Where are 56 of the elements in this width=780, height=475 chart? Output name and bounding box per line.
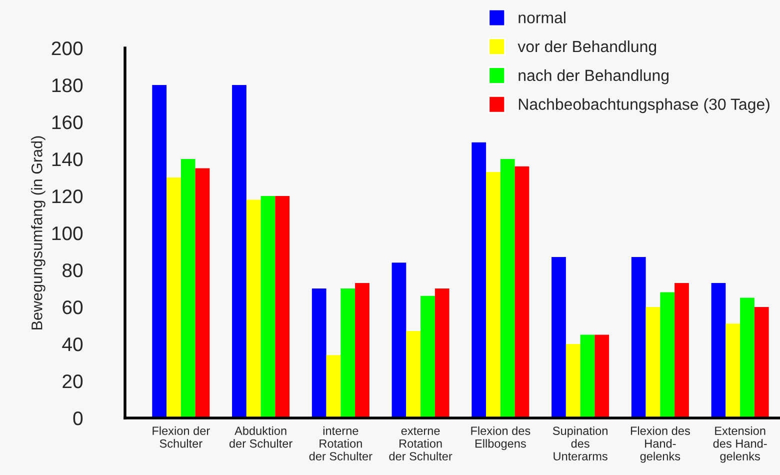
bar: [355, 282, 370, 418]
legend-label: vor der Behandlung: [518, 40, 656, 56]
bar: [514, 166, 530, 418]
bar: [232, 85, 246, 418]
bar: [472, 142, 486, 418]
legend-label: normal: [518, 12, 566, 24]
x-tick-label: Supination des Unterarms: [552, 426, 608, 460]
x-tick-label: externe Rotation der Schulter: [389, 427, 452, 460]
bar: [326, 355, 341, 418]
bar: [392, 262, 406, 418]
y-tick-label: 120: [52, 189, 83, 204]
bar: [740, 298, 754, 418]
bar: [486, 172, 500, 418]
bar: [754, 307, 769, 418]
y-tick-label: 100: [52, 226, 83, 240]
x-tick-label: Flexion der Schulter: [152, 426, 210, 448]
x-tick-label: Flexion des Hand- gelenks: [630, 426, 690, 463]
bar: [152, 85, 167, 418]
x-tick-label: Flexion des Ellbogens: [471, 426, 530, 450]
bar: [580, 334, 595, 418]
bar: [631, 257, 646, 418]
bar: [340, 288, 356, 418]
y-tick-label: 80: [62, 263, 83, 278]
y-tick-label: 140: [52, 152, 83, 166]
bar: [566, 344, 580, 418]
x-tick-label: Extension des Hand- gelenks: [713, 426, 767, 463]
bar: [500, 159, 515, 418]
bar: [406, 331, 421, 418]
y-tick-label: 0: [73, 411, 83, 426]
x-tick-label: interne Rotation der Schulter: [309, 426, 372, 460]
y-tick-label: 200: [52, 41, 83, 56]
y-axis-title: Bewegungsumfang (in Grad): [31, 136, 46, 330]
bar: [166, 178, 181, 418]
x-tick-label: Abduktion der Schulter: [229, 426, 292, 448]
y-tick-label: 60: [62, 300, 83, 314]
bar: [420, 296, 435, 418]
y-tick-label: 20: [62, 374, 83, 388]
bar: [275, 196, 290, 418]
bar: [711, 282, 726, 418]
bar: [660, 292, 675, 418]
bar: [312, 288, 326, 418]
bar: [246, 200, 261, 418]
bar: [195, 168, 210, 418]
bar: [260, 196, 276, 418]
bar: [594, 334, 610, 418]
y-tick-label: 180: [52, 78, 83, 92]
bar: [180, 159, 196, 418]
bar: [646, 307, 660, 418]
bar: [434, 288, 450, 418]
bar: [552, 257, 566, 418]
y-tick-label: 40: [62, 337, 83, 352]
y-tick-label: 160: [52, 115, 83, 130]
legend-label: Nachbeobachtungsphase (30 Tage): [518, 98, 770, 114]
bar: [726, 324, 740, 418]
bar: [674, 282, 689, 418]
legend-label: nach der Behandlung: [518, 69, 668, 84]
